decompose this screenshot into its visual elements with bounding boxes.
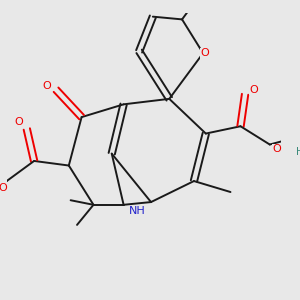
Text: O: O	[0, 183, 8, 194]
Text: O: O	[250, 85, 259, 95]
Text: H: H	[296, 147, 300, 157]
Text: O: O	[14, 117, 23, 127]
Text: O: O	[43, 81, 51, 91]
Text: O: O	[273, 144, 281, 154]
Text: O: O	[200, 48, 209, 58]
Text: NH: NH	[129, 206, 146, 216]
